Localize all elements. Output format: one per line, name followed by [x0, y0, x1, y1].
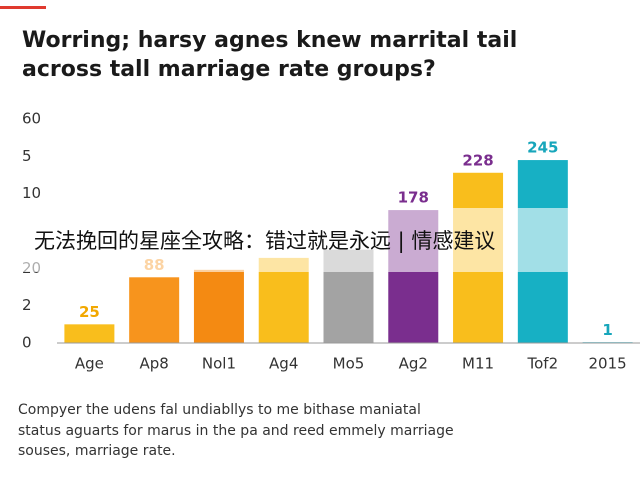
y-tick-label: 0	[22, 334, 32, 352]
data-label: 1	[602, 321, 612, 339]
x-tick-label: Age	[75, 355, 104, 373]
bar	[64, 324, 115, 343]
x-tick-label: Ag4	[269, 355, 298, 373]
data-label: 228	[462, 151, 493, 169]
y-tick-label: 2	[22, 296, 32, 314]
caption: status aguarts for marus in the pa and r…	[18, 423, 454, 439]
overlay-text: 无法挽回的星座全攻略：错过就是永远 | 情感建议	[34, 229, 495, 254]
accent-line	[0, 6, 46, 9]
data-label: 245	[527, 139, 558, 157]
x-tick-label: Tof2	[527, 355, 559, 373]
data-label: 25	[79, 303, 100, 321]
x-tick-label: Nol1	[202, 355, 236, 373]
bar	[258, 257, 309, 343]
x-tick-label: 2015	[589, 355, 627, 373]
x-tick-label: M11	[462, 355, 494, 373]
y-tick-label: 5	[22, 147, 32, 165]
chart-title: Worring; harsy agnes knew marrital tail	[22, 28, 517, 53]
y-tick-label: 60	[22, 110, 41, 128]
overlay-band	[0, 208, 640, 272]
caption: souses, marriage rate.	[18, 443, 176, 459]
x-tick-label: Ap8	[140, 355, 169, 373]
caption: Compyer the udens fal undiabllys to me b…	[18, 402, 421, 418]
chart-title: across tall marriage rate groups?	[22, 57, 436, 82]
x-tick-label: Ag2	[399, 355, 428, 373]
x-tick-label: Mo5	[333, 355, 365, 373]
data-label: 178	[398, 189, 429, 207]
y-tick-label: 10	[22, 184, 41, 202]
bar	[129, 277, 180, 343]
bar	[193, 269, 244, 343]
